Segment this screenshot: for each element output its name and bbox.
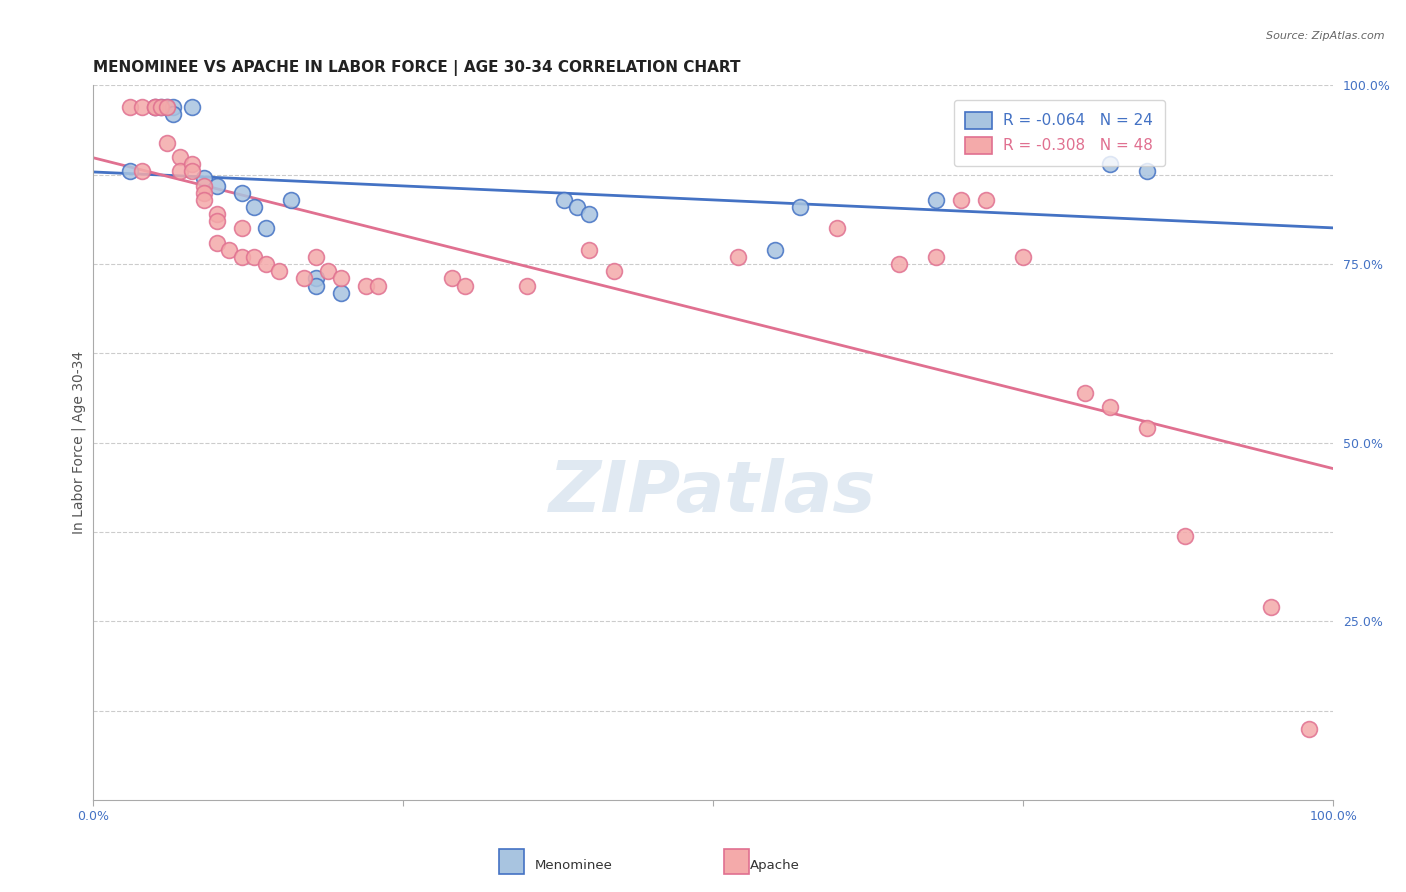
Point bbox=[143, 100, 166, 114]
Point bbox=[156, 136, 179, 150]
Point bbox=[354, 278, 377, 293]
Point bbox=[131, 164, 153, 178]
Point bbox=[149, 100, 172, 114]
Point bbox=[280, 193, 302, 207]
Point bbox=[169, 164, 191, 178]
Point bbox=[329, 271, 352, 285]
Text: MENOMINEE VS APACHE IN LABOR FORCE | AGE 30-34 CORRELATION CHART: MENOMINEE VS APACHE IN LABOR FORCE | AGE… bbox=[93, 60, 740, 76]
Point bbox=[231, 250, 253, 264]
Point bbox=[305, 278, 328, 293]
Point bbox=[454, 278, 477, 293]
Point bbox=[169, 150, 191, 164]
Point bbox=[143, 100, 166, 114]
Point bbox=[305, 271, 328, 285]
Point bbox=[205, 235, 228, 250]
Point bbox=[1136, 164, 1159, 178]
Point bbox=[329, 285, 352, 300]
Point bbox=[181, 100, 204, 114]
Text: Source: ZipAtlas.com: Source: ZipAtlas.com bbox=[1267, 31, 1385, 41]
Point bbox=[950, 193, 973, 207]
Point bbox=[367, 278, 389, 293]
Point bbox=[118, 100, 141, 114]
Y-axis label: In Labor Force | Age 30-34: In Labor Force | Age 30-34 bbox=[72, 351, 86, 534]
Point bbox=[763, 243, 786, 257]
Point bbox=[231, 186, 253, 200]
Point bbox=[553, 193, 575, 207]
Point bbox=[231, 221, 253, 235]
Point bbox=[162, 107, 184, 121]
Point bbox=[162, 100, 184, 114]
Point bbox=[193, 178, 215, 193]
Point bbox=[925, 250, 948, 264]
Point bbox=[789, 200, 811, 214]
Point bbox=[143, 100, 166, 114]
Point bbox=[254, 257, 277, 271]
Point bbox=[292, 271, 315, 285]
Point bbox=[205, 207, 228, 221]
Point bbox=[578, 243, 600, 257]
Point bbox=[305, 250, 328, 264]
Point bbox=[925, 193, 948, 207]
Point bbox=[889, 257, 911, 271]
Point bbox=[205, 214, 228, 228]
Point bbox=[118, 164, 141, 178]
Point bbox=[181, 164, 204, 178]
Point bbox=[1173, 529, 1195, 543]
Point bbox=[1012, 250, 1035, 264]
Point bbox=[825, 221, 848, 235]
Point bbox=[181, 157, 204, 171]
Text: Menominee: Menominee bbox=[534, 859, 612, 871]
Point bbox=[131, 100, 153, 114]
Point bbox=[1298, 722, 1320, 736]
Legend: R = -0.064   N = 24, R = -0.308   N = 48: R = -0.064 N = 24, R = -0.308 N = 48 bbox=[953, 100, 1164, 166]
Point bbox=[578, 207, 600, 221]
Point bbox=[974, 193, 997, 207]
Text: ZIPatlas: ZIPatlas bbox=[550, 458, 877, 527]
Point bbox=[156, 100, 179, 114]
Point bbox=[516, 278, 538, 293]
Point bbox=[603, 264, 626, 278]
Point bbox=[193, 193, 215, 207]
Point bbox=[205, 178, 228, 193]
Point bbox=[1260, 600, 1282, 615]
Point bbox=[254, 221, 277, 235]
Point bbox=[193, 186, 215, 200]
Text: Apache: Apache bbox=[749, 859, 799, 871]
Point bbox=[1099, 157, 1122, 171]
Point bbox=[243, 200, 266, 214]
Point bbox=[318, 264, 340, 278]
Point bbox=[243, 250, 266, 264]
Point bbox=[267, 264, 290, 278]
Point bbox=[565, 200, 588, 214]
Point bbox=[193, 171, 215, 186]
Point bbox=[156, 100, 179, 114]
Point bbox=[727, 250, 749, 264]
Point bbox=[441, 271, 464, 285]
Point bbox=[1099, 400, 1122, 414]
Point bbox=[149, 100, 172, 114]
Point bbox=[1136, 421, 1159, 435]
Point bbox=[218, 243, 240, 257]
Point bbox=[1074, 385, 1097, 400]
